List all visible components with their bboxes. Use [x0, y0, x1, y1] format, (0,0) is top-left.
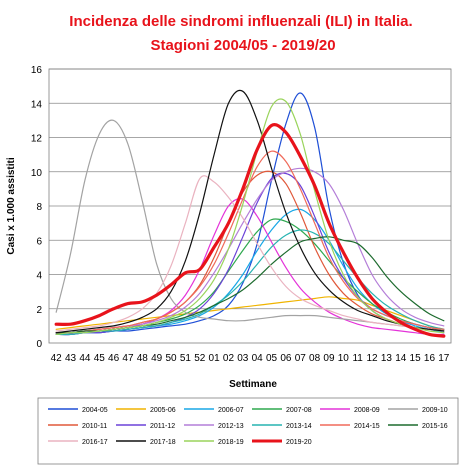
x-tick-label: 43 — [65, 353, 77, 364]
x-tick-label: 12 — [366, 353, 378, 364]
x-tick-label: 48 — [137, 353, 149, 364]
chart-subtitle: Stagioni 2004/05 - 2019/20 — [150, 37, 335, 54]
series-line-2019-20 — [54, 123, 446, 338]
y-tick-label: 16 — [31, 65, 43, 76]
series-line-2018-19 — [55, 98, 445, 335]
legend-label: 2004-05 — [82, 407, 108, 414]
x-tick-label: 09 — [323, 353, 335, 364]
legend: 2004-05 2005-06 2006-07 2007-08 2008-09 2009-… — [37, 397, 459, 465]
legend-label: 2018-19 — [218, 439, 244, 446]
y-tick-label: 12 — [31, 134, 43, 145]
y-tick-label: 2 — [36, 305, 42, 316]
x-tick-label: 03 — [237, 353, 249, 364]
legend-label: 2006-07 — [218, 407, 244, 414]
x-tick-label: 13 — [381, 353, 393, 364]
x-tick-label: 16 — [424, 353, 436, 364]
series-line-2004-05 — [55, 92, 445, 336]
y-tick-labels: 0 2 4 6 8 10 12 14 16 — [31, 65, 43, 350]
legend-label: 2017-18 — [150, 439, 176, 446]
x-tick-label: 14 — [395, 353, 407, 364]
series-line-2014-15 — [55, 150, 445, 334]
x-tick-label: 02 — [223, 353, 235, 364]
legend-label: 2005-06 — [150, 407, 176, 414]
x-tick-label: 10 — [338, 353, 350, 364]
x-tick-label: 17 — [438, 353, 450, 364]
x-tick-label: 11 — [352, 353, 363, 364]
x-tick-label: 08 — [309, 353, 321, 364]
plot-frame — [48, 68, 452, 344]
legend-label: 2014-15 — [354, 423, 380, 430]
legend-label: 2011-12 — [150, 423, 175, 430]
legend-label: 2012-13 — [218, 423, 244, 430]
legend-label: 2007-08 — [286, 407, 312, 414]
series-line-2009-10 — [55, 119, 445, 332]
x-tick-label: 07 — [295, 353, 307, 364]
x-tick-label: 49 — [151, 353, 163, 364]
y-tick-label: 4 — [36, 271, 42, 282]
x-tick-label: 45 — [94, 353, 106, 364]
legend-label: 2010-11 — [82, 423, 107, 430]
series-line-2013-14 — [55, 229, 445, 336]
x-tick-label: 05 — [266, 353, 278, 364]
series-line-2017-18 — [55, 89, 445, 334]
y-tick-label: 0 — [36, 339, 42, 350]
x-axis-label: Settimane — [229, 379, 277, 390]
x-tick-label: 51 — [180, 353, 192, 364]
series-line-2016-17 — [55, 175, 445, 332]
chart-title: Incidenza delle sindromi influenzali (IL… — [69, 13, 412, 30]
series-lines — [54, 89, 446, 338]
legend-label: 2015-16 — [422, 423, 448, 430]
x-tick-label: 01 — [209, 353, 221, 364]
y-tick-label: 10 — [31, 168, 43, 179]
legend-label: 2009-10 — [422, 407, 448, 414]
legend-label: 2013-14 — [286, 423, 312, 430]
x-tick-label: 47 — [122, 353, 134, 364]
x-tick-label: 50 — [165, 353, 177, 364]
x-tick-label: 42 — [51, 353, 63, 364]
x-tick-label: 15 — [410, 353, 422, 364]
x-tick-label: 46 — [108, 353, 120, 364]
y-tick-label: 14 — [31, 99, 43, 110]
legend-label: 2019-20 — [286, 439, 312, 446]
y-tick-label: 6 — [36, 236, 42, 247]
y-axis-label: Casi x 1.000 assistiti — [6, 157, 17, 255]
x-tick-label: 44 — [79, 353, 91, 364]
x-tick-label: 04 — [252, 353, 264, 364]
x-tick-label: 06 — [280, 353, 292, 364]
y-tick-label: 8 — [36, 202, 42, 213]
x-tick-labels: 42 43 44 45 46 47 48 49 50 51 52 01 02 03 04 05 06 07 08 09… — [51, 353, 450, 364]
x-tick-label: 52 — [194, 353, 206, 364]
legend-label: 2016-17 — [82, 439, 108, 446]
legend-label: 2008-09 — [354, 407, 380, 414]
